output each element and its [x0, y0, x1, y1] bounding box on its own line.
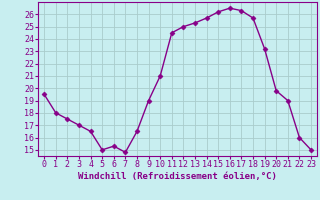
- X-axis label: Windchill (Refroidissement éolien,°C): Windchill (Refroidissement éolien,°C): [78, 172, 277, 181]
